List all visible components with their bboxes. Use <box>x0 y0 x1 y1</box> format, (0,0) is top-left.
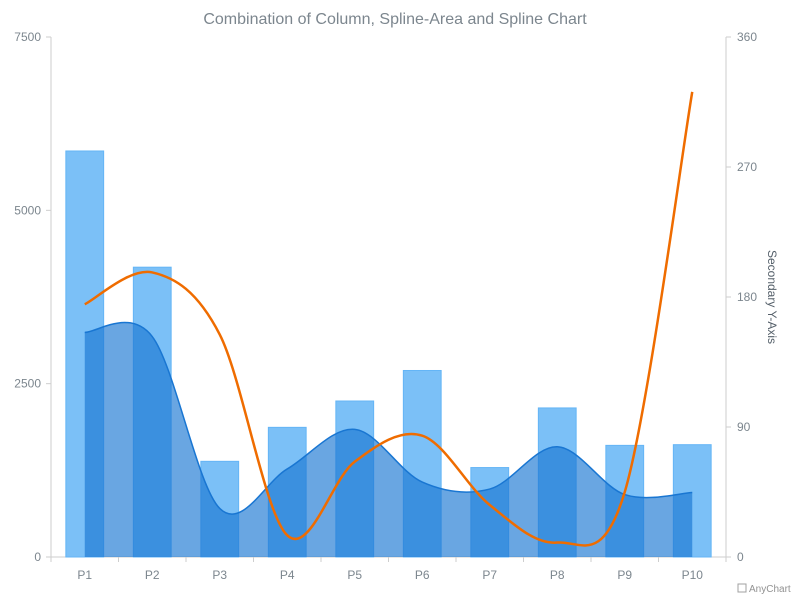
spline-series <box>84 91 694 547</box>
x-tick-label: P10 <box>682 568 704 582</box>
x-tick-label: P5 <box>347 568 362 582</box>
chart-title: Combination of Column, Spline-Area and S… <box>203 11 587 28</box>
x-tick-label: P3 <box>212 568 227 582</box>
secondary-y-tick-label: 90 <box>737 420 751 434</box>
anychart-logo-icon <box>737 583 747 593</box>
secondary-y-tick-label: 360 <box>737 30 757 44</box>
x-tick-label: P2 <box>145 568 160 582</box>
x-tick-label: P1 <box>77 568 92 582</box>
x-tick-label: P8 <box>550 568 565 582</box>
axes: 0 2500 5000 7500 0 90 180 270 360 Secondary Y-Axi… <box>14 30 779 582</box>
credit[interactable]: AnyChart <box>737 583 791 595</box>
secondary-y-tick-label: 180 <box>737 290 757 304</box>
credit-label: AnyChart <box>749 584 791 595</box>
x-tick-label: P4 <box>280 568 295 582</box>
primary-y-tick-label: 5000 <box>14 203 41 217</box>
spline-area-fill[interactable] <box>84 322 693 557</box>
spline-area-line[interactable] <box>84 321 693 515</box>
primary-y-tick-label: 2500 <box>14 377 41 391</box>
x-tick-label: P6 <box>415 568 430 582</box>
primary-y-tick-label: 0 <box>34 550 41 564</box>
x-tick-label: P7 <box>482 568 497 582</box>
x-tick-label: P9 <box>617 568 632 582</box>
spline-area-series <box>84 321 693 557</box>
secondary-y-axis-title: Secondary Y-Axis <box>765 250 779 344</box>
spline-line[interactable] <box>84 91 694 547</box>
secondary-y-tick-label: 270 <box>737 160 757 174</box>
secondary-y-tick-label: 0 <box>737 550 744 564</box>
primary-y-tick-label: 7500 <box>14 30 41 44</box>
